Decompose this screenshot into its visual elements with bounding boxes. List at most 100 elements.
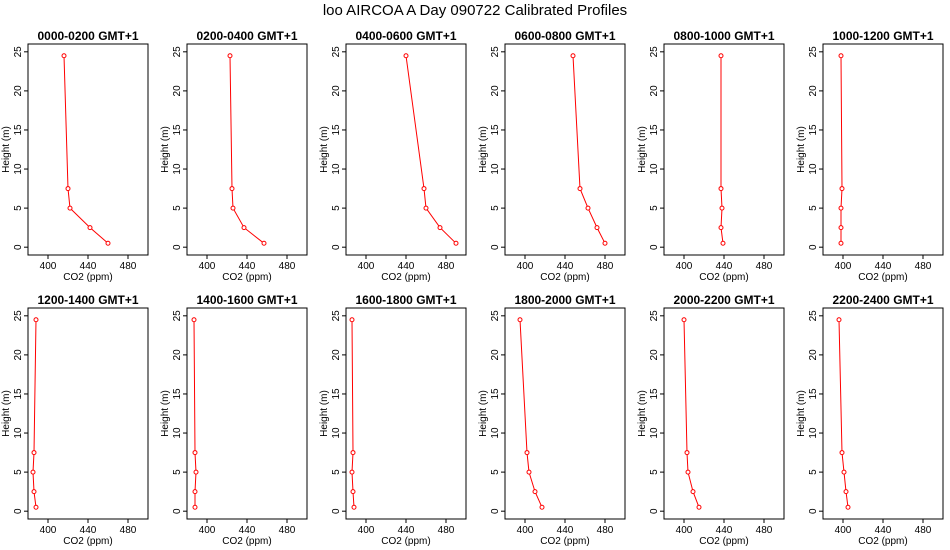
profile-point <box>453 240 459 246</box>
y-tick-label: 10 <box>13 163 24 175</box>
plot-frame <box>27 307 149 520</box>
profile-line <box>229 55 265 244</box>
y-tick-label: 5 <box>808 469 819 475</box>
profile-point <box>67 205 73 211</box>
x-tick-label: 400 <box>199 261 216 272</box>
y-tick-label: 5 <box>13 205 24 211</box>
plot-frame <box>663 43 785 256</box>
y-tick-label: 0 <box>13 508 24 514</box>
y-tick-label: 10 <box>172 163 183 175</box>
profile-point <box>33 317 39 323</box>
profile-point <box>718 186 724 192</box>
y-tick-label: 5 <box>331 469 342 475</box>
profile-point <box>594 225 600 231</box>
profile-line <box>32 319 37 508</box>
panel-title: 1200-1400 GMT+1 <box>37 293 138 307</box>
x-axis-label: CO2 (ppm) <box>222 272 271 283</box>
profile-point <box>532 489 538 495</box>
y-tick-label: 20 <box>808 85 819 97</box>
x-tick-label: 480 <box>120 261 137 272</box>
plot-frame <box>663 307 785 520</box>
y-tick-label: 20 <box>172 85 183 97</box>
y-tick-label: 15 <box>172 124 183 136</box>
y-tick-label: 25 <box>808 46 819 58</box>
profile-point <box>602 240 608 246</box>
profile-panel: 1200-1400 GMT+1 400 440 480 CO2 (ppm) 0 5 10 15 2… <box>1 293 149 547</box>
profile-panel: 2000-2200 GMT+1 400 440 480 CO2 (ppm) 0 5 10 15 2… <box>637 293 785 547</box>
profile-point <box>192 504 198 510</box>
profile-point <box>403 53 409 59</box>
y-tick-label: 0 <box>808 508 819 514</box>
y-tick-label: 10 <box>331 427 342 439</box>
profile-point <box>350 450 356 456</box>
profile-line <box>193 319 197 508</box>
profile-point <box>349 469 355 475</box>
y-tick-label: 10 <box>13 427 24 439</box>
y-tick-label: 5 <box>13 469 24 475</box>
profile-point <box>585 205 591 211</box>
y-tick-label: 25 <box>490 46 501 58</box>
y-tick-label: 0 <box>13 244 24 250</box>
y-tick-label: 10 <box>490 427 501 439</box>
panel-title: 0800-1000 GMT+1 <box>673 29 774 43</box>
x-axis-label: CO2 (ppm) <box>858 536 907 547</box>
x-tick-label: 480 <box>756 525 773 536</box>
y-tick-label: 25 <box>172 310 183 322</box>
profile-panel: 0600-0800 GMT+1 400 440 480 CO2 (ppm) 0 5 10 15 2… <box>478 29 626 283</box>
y-tick-label: 10 <box>808 427 819 439</box>
y-tick-label: 10 <box>490 163 501 175</box>
y-tick-label: 0 <box>172 244 183 250</box>
y-axis-label: Height (m) <box>319 126 330 173</box>
y-tick-label: 25 <box>331 46 342 58</box>
profile-panel: 0800-1000 GMT+1 400 440 480 CO2 (ppm) 0 5 10 15 2… <box>637 29 785 283</box>
y-tick-label: 20 <box>13 85 24 97</box>
y-tick-label: 20 <box>649 349 660 361</box>
x-tick-label: 480 <box>756 261 773 272</box>
profile-point <box>30 469 36 475</box>
profile-point <box>227 53 233 59</box>
y-tick-label: 5 <box>331 205 342 211</box>
y-tick-label: 15 <box>13 388 24 400</box>
y-axis-label: Height (m) <box>796 126 807 173</box>
y-tick-label: 20 <box>490 85 501 97</box>
y-tick-label: 25 <box>331 310 342 322</box>
profile-point <box>192 489 198 495</box>
profile-point <box>684 450 690 456</box>
x-tick-label: 400 <box>835 525 852 536</box>
profile-point <box>351 504 357 510</box>
profile-point <box>526 469 532 475</box>
y-tick-label: 5 <box>808 205 819 211</box>
y-tick-label: 5 <box>172 469 183 475</box>
profile-point <box>31 489 37 495</box>
profile-line <box>351 319 355 508</box>
x-tick-label: 440 <box>80 525 97 536</box>
x-axis-label: CO2 (ppm) <box>63 272 112 283</box>
y-tick-label: 15 <box>808 124 819 136</box>
x-tick-label: 440 <box>716 261 733 272</box>
panel-title: 0000-0200 GMT+1 <box>37 29 138 43</box>
x-tick-label: 480 <box>438 525 455 536</box>
x-tick-label: 400 <box>358 525 375 536</box>
x-axis-label: CO2 (ppm) <box>540 536 589 547</box>
panel-title: 0400-0600 GMT+1 <box>355 29 456 43</box>
x-tick-label: 480 <box>279 525 296 536</box>
y-tick-label: 20 <box>331 349 342 361</box>
y-axis-label: Height (m) <box>319 390 330 437</box>
y-tick-label: 20 <box>331 85 342 97</box>
y-tick-label: 0 <box>172 508 183 514</box>
profile-line <box>838 319 849 508</box>
x-tick-label: 480 <box>597 525 614 536</box>
profile-point <box>33 504 39 510</box>
x-axis-label: CO2 (ppm) <box>222 536 271 547</box>
x-tick-label: 440 <box>80 261 97 272</box>
y-axis-label: Height (m) <box>1 126 12 173</box>
profile-point <box>696 504 702 510</box>
x-axis-label: CO2 (ppm) <box>699 272 748 283</box>
profile-panel: 0400-0600 GMT+1 400 440 480 CO2 (ppm) 0 5 10 15 2… <box>319 29 467 283</box>
y-tick-label: 5 <box>649 469 660 475</box>
profile-panel: 2200-2400 GMT+1 400 440 480 CO2 (ppm) 0 5 10 15 2… <box>796 293 944 547</box>
x-tick-label: 440 <box>716 525 733 536</box>
plot-frame <box>27 43 149 256</box>
panel-title: 0200-0400 GMT+1 <box>196 29 297 43</box>
